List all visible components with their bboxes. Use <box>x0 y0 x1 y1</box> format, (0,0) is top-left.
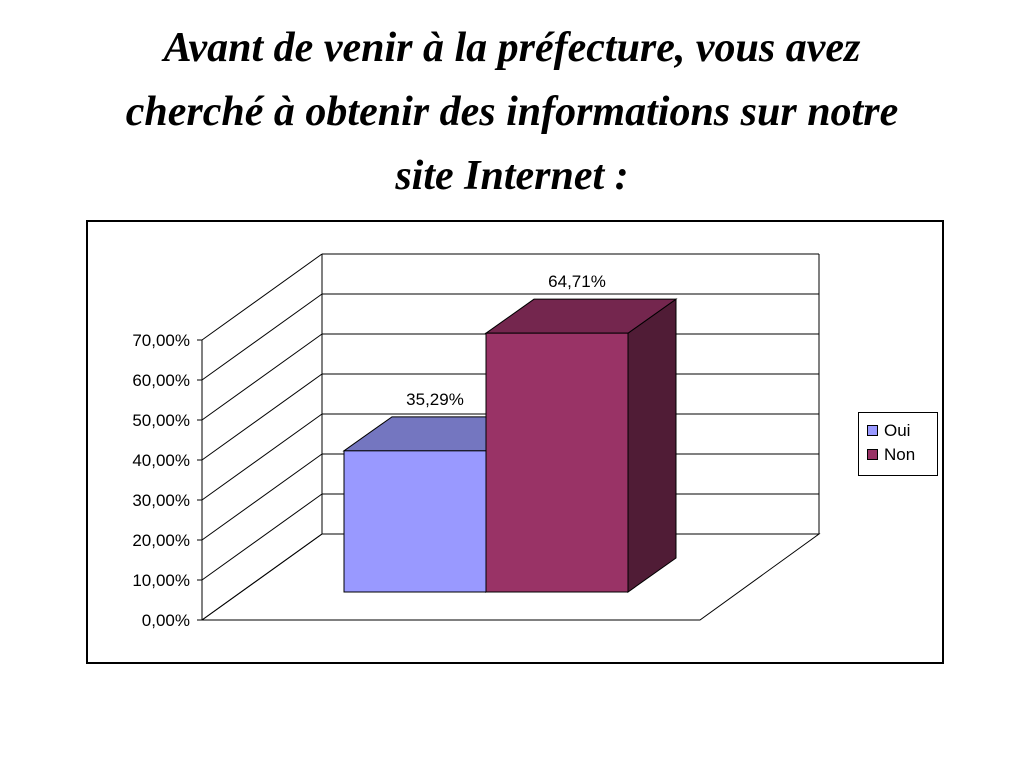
legend-label-non: Non <box>884 445 916 464</box>
chart-legend: Oui Non <box>858 412 938 476</box>
y-tick-label: 50,00% <box>132 411 190 430</box>
y-tick-label: 0,00% <box>142 611 190 630</box>
chart-frame: 0,00% 10,00% 20,00% 30,00% 40,00% 50,00% 60,00… <box>86 220 944 664</box>
side-gridline <box>201 373 323 461</box>
y-tick-label: 30,00% <box>132 491 190 510</box>
title-line-1: Avant de venir à la préfecture, vous ave… <box>163 25 861 71</box>
side-gridline <box>201 333 323 421</box>
legend-swatch-oui <box>867 425 878 436</box>
side-gridline <box>201 453 323 541</box>
y-tick-label: 10,00% <box>132 571 190 590</box>
data-label-non: 64,71% <box>548 272 606 291</box>
bar-chart: 0,00% 10,00% 20,00% 30,00% 40,00% 50,00% 60,00… <box>132 253 821 630</box>
side-gridline <box>201 293 323 381</box>
side-gridline <box>201 253 323 341</box>
legend-label-oui: Oui <box>884 421 911 440</box>
side-gridline <box>201 493 323 581</box>
data-label-oui: 35,29% <box>406 390 464 409</box>
y-tick-label: 40,00% <box>132 451 190 470</box>
legend-swatch-non <box>867 449 878 460</box>
side-gridline <box>201 533 323 621</box>
y-tick-label: 60,00% <box>132 371 190 390</box>
y-tick-label: 20,00% <box>132 531 190 550</box>
bar-oui <box>343 450 487 593</box>
title-line-3: site Internet : <box>395 153 629 199</box>
side-gridline <box>201 413 323 501</box>
slide-title: Avant de venir à la préfecture, vous ave… <box>0 16 1024 208</box>
bar-non <box>485 332 629 593</box>
bar-side-non <box>627 298 677 593</box>
y-tick-label: 70,00% <box>132 331 190 350</box>
title-line-2: cherché à obtenir des informations sur n… <box>125 89 899 135</box>
